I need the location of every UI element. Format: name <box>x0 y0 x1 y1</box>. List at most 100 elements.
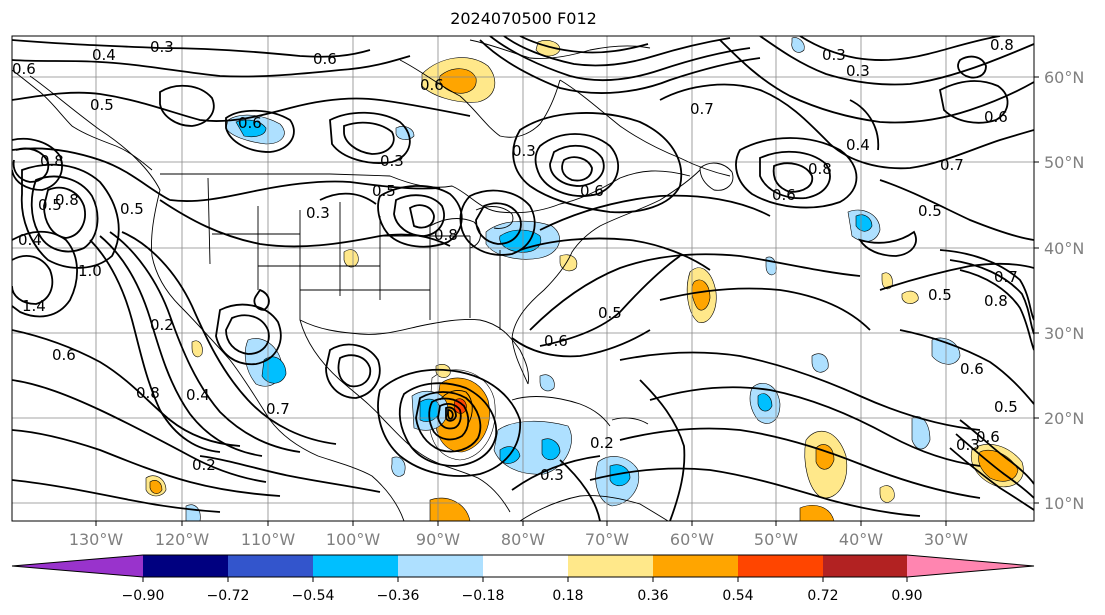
shade-yellow-small-3 <box>799 505 835 521</box>
contour-line <box>549 144 605 187</box>
contour-label: 0.8 <box>136 384 160 402</box>
contour-label: 0.3 <box>150 38 174 56</box>
lon-label: 50°W <box>754 530 798 549</box>
contour-line <box>447 409 454 420</box>
lat-label: 40°N <box>1044 239 1084 258</box>
contour-line <box>398 382 498 467</box>
gulf-coast <box>299 319 529 385</box>
lon-label: 80°W <box>501 530 545 549</box>
contour-line <box>408 204 435 229</box>
contour-label: 0.6 <box>313 50 337 68</box>
contour-line <box>938 80 1009 124</box>
contour-label: 0.6 <box>960 360 984 378</box>
contour-line <box>759 36 1034 86</box>
contour-label: 0.4 <box>18 231 42 249</box>
hispaniola <box>611 417 649 425</box>
contour-line <box>659 83 1034 170</box>
cuba <box>511 396 611 427</box>
contour-line <box>199 455 381 493</box>
contour-line <box>879 179 1034 241</box>
contour-line <box>459 189 536 256</box>
contour-label: 1.0 <box>78 262 102 280</box>
contour-line <box>319 192 377 205</box>
labrador <box>559 79 731 177</box>
contour-label: 0.6 <box>544 332 568 350</box>
contour-line <box>12 230 78 318</box>
contour-line <box>445 406 457 422</box>
contour-line <box>12 39 371 58</box>
contour-line <box>559 459 601 521</box>
contour-line <box>939 249 1034 321</box>
contour-label: 0.7 <box>940 156 964 174</box>
contour-line <box>89 239 221 453</box>
contour-label: 0.5 <box>372 182 396 200</box>
contour-label: 0.8 <box>40 152 64 170</box>
contour-line <box>503 36 731 67</box>
lat-label: 10°N <box>1044 494 1084 513</box>
shade-orange-canada <box>439 68 477 94</box>
contour-line <box>539 255 681 347</box>
contour-line <box>159 84 215 127</box>
contour-line <box>955 433 1034 499</box>
contour-label: 0.6 <box>420 76 444 94</box>
contour-label: 0.7 <box>266 400 290 418</box>
latitude-labels: 60°N 50°N 40°N 30°N 20°N 10°N <box>1044 68 1084 513</box>
contour-line <box>489 36 751 82</box>
lon-label: 70°W <box>585 530 629 549</box>
contour-line <box>511 455 601 491</box>
shade-lightblue-small-8 <box>791 37 805 53</box>
lon-label: 30°W <box>924 530 968 549</box>
colorbar-tick-label: 0.54 <box>722 588 753 604</box>
contour-line <box>735 137 858 209</box>
lon-label: 60°W <box>670 530 714 549</box>
shade-lightblue-small-6 <box>391 456 406 477</box>
shade-orange-small-1 <box>149 480 163 494</box>
contour-line <box>215 303 282 366</box>
contour-label: 0.8 <box>55 191 79 209</box>
contour-lines <box>12 36 1034 521</box>
contour-label: 0.3 <box>956 436 980 454</box>
shade-yellow-small-4 <box>879 485 895 503</box>
arctic-islands <box>469 39 651 59</box>
shade-lightblue-east-2 <box>911 416 931 450</box>
colorbar-tick-label: −0.18 <box>462 588 505 604</box>
contour-label: 0.5 <box>120 200 144 218</box>
contour-label-layer: 0.3 0.6 0.4 0.5 0.6 0.3 0.8 0.5 0.8 0.4 … <box>12 36 1018 484</box>
contour-line <box>12 147 441 202</box>
contour-line <box>957 55 987 79</box>
contour-label: 0.8 <box>984 292 1008 310</box>
shade-blue-alaska-core <box>235 119 267 138</box>
shade-lightblue-small-1 <box>811 353 829 373</box>
contour-label: 0.7 <box>994 268 1018 286</box>
yucatan <box>439 389 473 425</box>
colorbar-segment <box>228 555 314 577</box>
colorbar-segment <box>823 555 909 577</box>
contour-line <box>12 137 63 191</box>
contour-line <box>225 109 295 153</box>
lat-label: 60°N <box>1044 68 1084 87</box>
contour-line <box>12 329 241 447</box>
contour-line <box>20 163 120 269</box>
contour-line <box>849 99 880 151</box>
lon-label: 100°W <box>326 530 381 549</box>
contour-label: 0.5 <box>38 196 62 214</box>
contour-line <box>539 194 771 231</box>
newfoundland <box>699 162 734 191</box>
contour-line <box>511 329 651 358</box>
colorbar-tick-label: 0.90 <box>891 588 922 604</box>
contour-line <box>99 235 263 457</box>
contour-line <box>639 379 686 521</box>
contour-label: 0.4 <box>92 46 116 64</box>
contour-line <box>519 237 711 271</box>
contour-line <box>959 269 1034 351</box>
contour-label: 0.8 <box>990 36 1014 54</box>
colorbar-segment <box>483 555 569 577</box>
shade-orange-east-atlantic <box>815 444 835 470</box>
contour-line <box>512 112 683 214</box>
colorbar-tick-label: −0.72 <box>207 588 250 604</box>
contour-label: 0.5 <box>928 286 952 304</box>
shade-yellow-small-7 <box>343 249 359 268</box>
lon-label: 110°W <box>241 530 296 549</box>
contour-label: 0.5 <box>598 304 622 322</box>
